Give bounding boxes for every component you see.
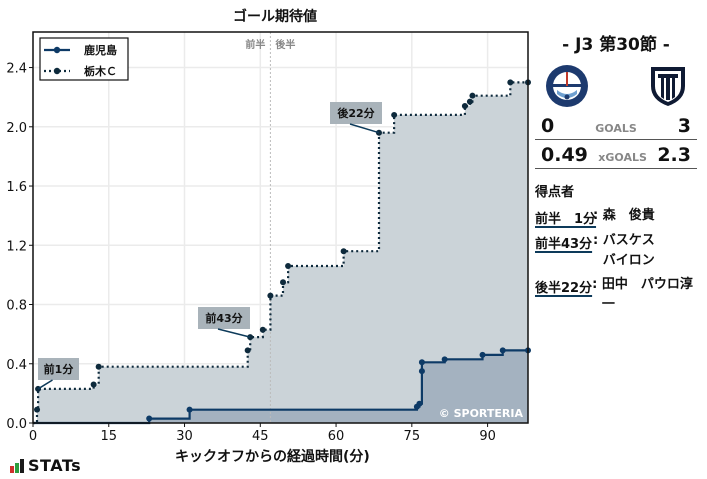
goals-row: 0 GOALS 3: [535, 111, 697, 140]
svg-text:1.6: 1.6: [6, 180, 27, 195]
svg-text:45: 45: [252, 429, 269, 444]
scorer-time: 後半22分: [535, 281, 593, 296]
scorer-item: 前半43分: バスケス バイロン: [535, 233, 697, 271]
svg-text:75: 75: [404, 429, 421, 444]
svg-text:鹿児島: 鹿児島: [84, 43, 117, 57]
scorer-item: 後半22分: 田中 パウロ淳一: [535, 277, 697, 315]
svg-text:0.0: 0.0: [6, 417, 27, 432]
scorers-list: 得点者 前半 1分: 森 俊貴 前半43分: バスケス バイロン 後半22分: …: [535, 181, 697, 315]
chart-title: ゴール期待値: [233, 9, 317, 25]
svg-text:後22分: 後22分: [337, 106, 374, 120]
svg-text:2.4: 2.4: [6, 62, 27, 77]
brand-name: STATs: [28, 456, 82, 475]
svg-text:15: 15: [100, 429, 117, 444]
scorer-time: 前半 1分: [535, 212, 597, 227]
svg-text:0.8: 0.8: [6, 299, 27, 314]
svg-text:60: 60: [328, 429, 345, 444]
svg-text:0.4: 0.4: [6, 358, 27, 373]
bar-chart-icon: [10, 458, 24, 473]
svg-text:2.0: 2.0: [6, 121, 27, 136]
team-logos: [535, 61, 697, 111]
scorer-time: 前半43分: [535, 237, 593, 252]
svg-text:後半: 後半: [275, 38, 295, 51]
x-axis-label: キックオフからの経過時間(分): [175, 449, 370, 465]
scorer-name: バスケス バイロン: [602, 233, 655, 268]
svg-text:前43分: 前43分: [205, 311, 242, 325]
svg-text:90: 90: [479, 429, 496, 444]
scorers-header: 得点者: [535, 185, 575, 200]
matchday-label: - J3 第30節 -: [562, 35, 670, 55]
svg-text:© SPORTERIA: © SPORTERIA: [439, 407, 524, 420]
kagoshima-crest-icon: [546, 65, 588, 107]
goals-label: GOALS: [595, 122, 637, 135]
svg-text:栃木Ｃ: 栃木Ｃ: [84, 64, 117, 78]
scorer-item: 前半 1分: 森 俊貴: [535, 208, 655, 227]
scorer-name: 田中 パウロ淳一: [601, 277, 693, 312]
home-goals: 0: [541, 115, 555, 137]
xgoals-label: xGOALS: [598, 151, 647, 164]
svg-text:前半: 前半: [245, 38, 265, 51]
svg-text:1.2: 1.2: [6, 239, 27, 254]
away-goals: 3: [677, 115, 691, 137]
area-fill: [33, 350, 528, 423]
svg-text:30: 30: [176, 429, 193, 444]
xgoals-row: 0.49 xGOALS 2.3: [535, 140, 697, 169]
home-xgoals: 0.49: [541, 144, 588, 166]
tochigi-crest-icon: [651, 67, 685, 106]
scorer-name: 森 俊貴: [602, 208, 655, 223]
match-summary-panel: - J3 第30節 - 0 GOALS 3 0.49 xGOALS 2.3 得点…: [535, 30, 697, 321]
svg-text:前1分: 前1分: [44, 362, 74, 376]
away-xgoals: 2.3: [657, 144, 691, 166]
brand-logo: STATs: [10, 456, 81, 475]
svg-text:0: 0: [29, 429, 37, 444]
area-fill: [33, 82, 528, 424]
